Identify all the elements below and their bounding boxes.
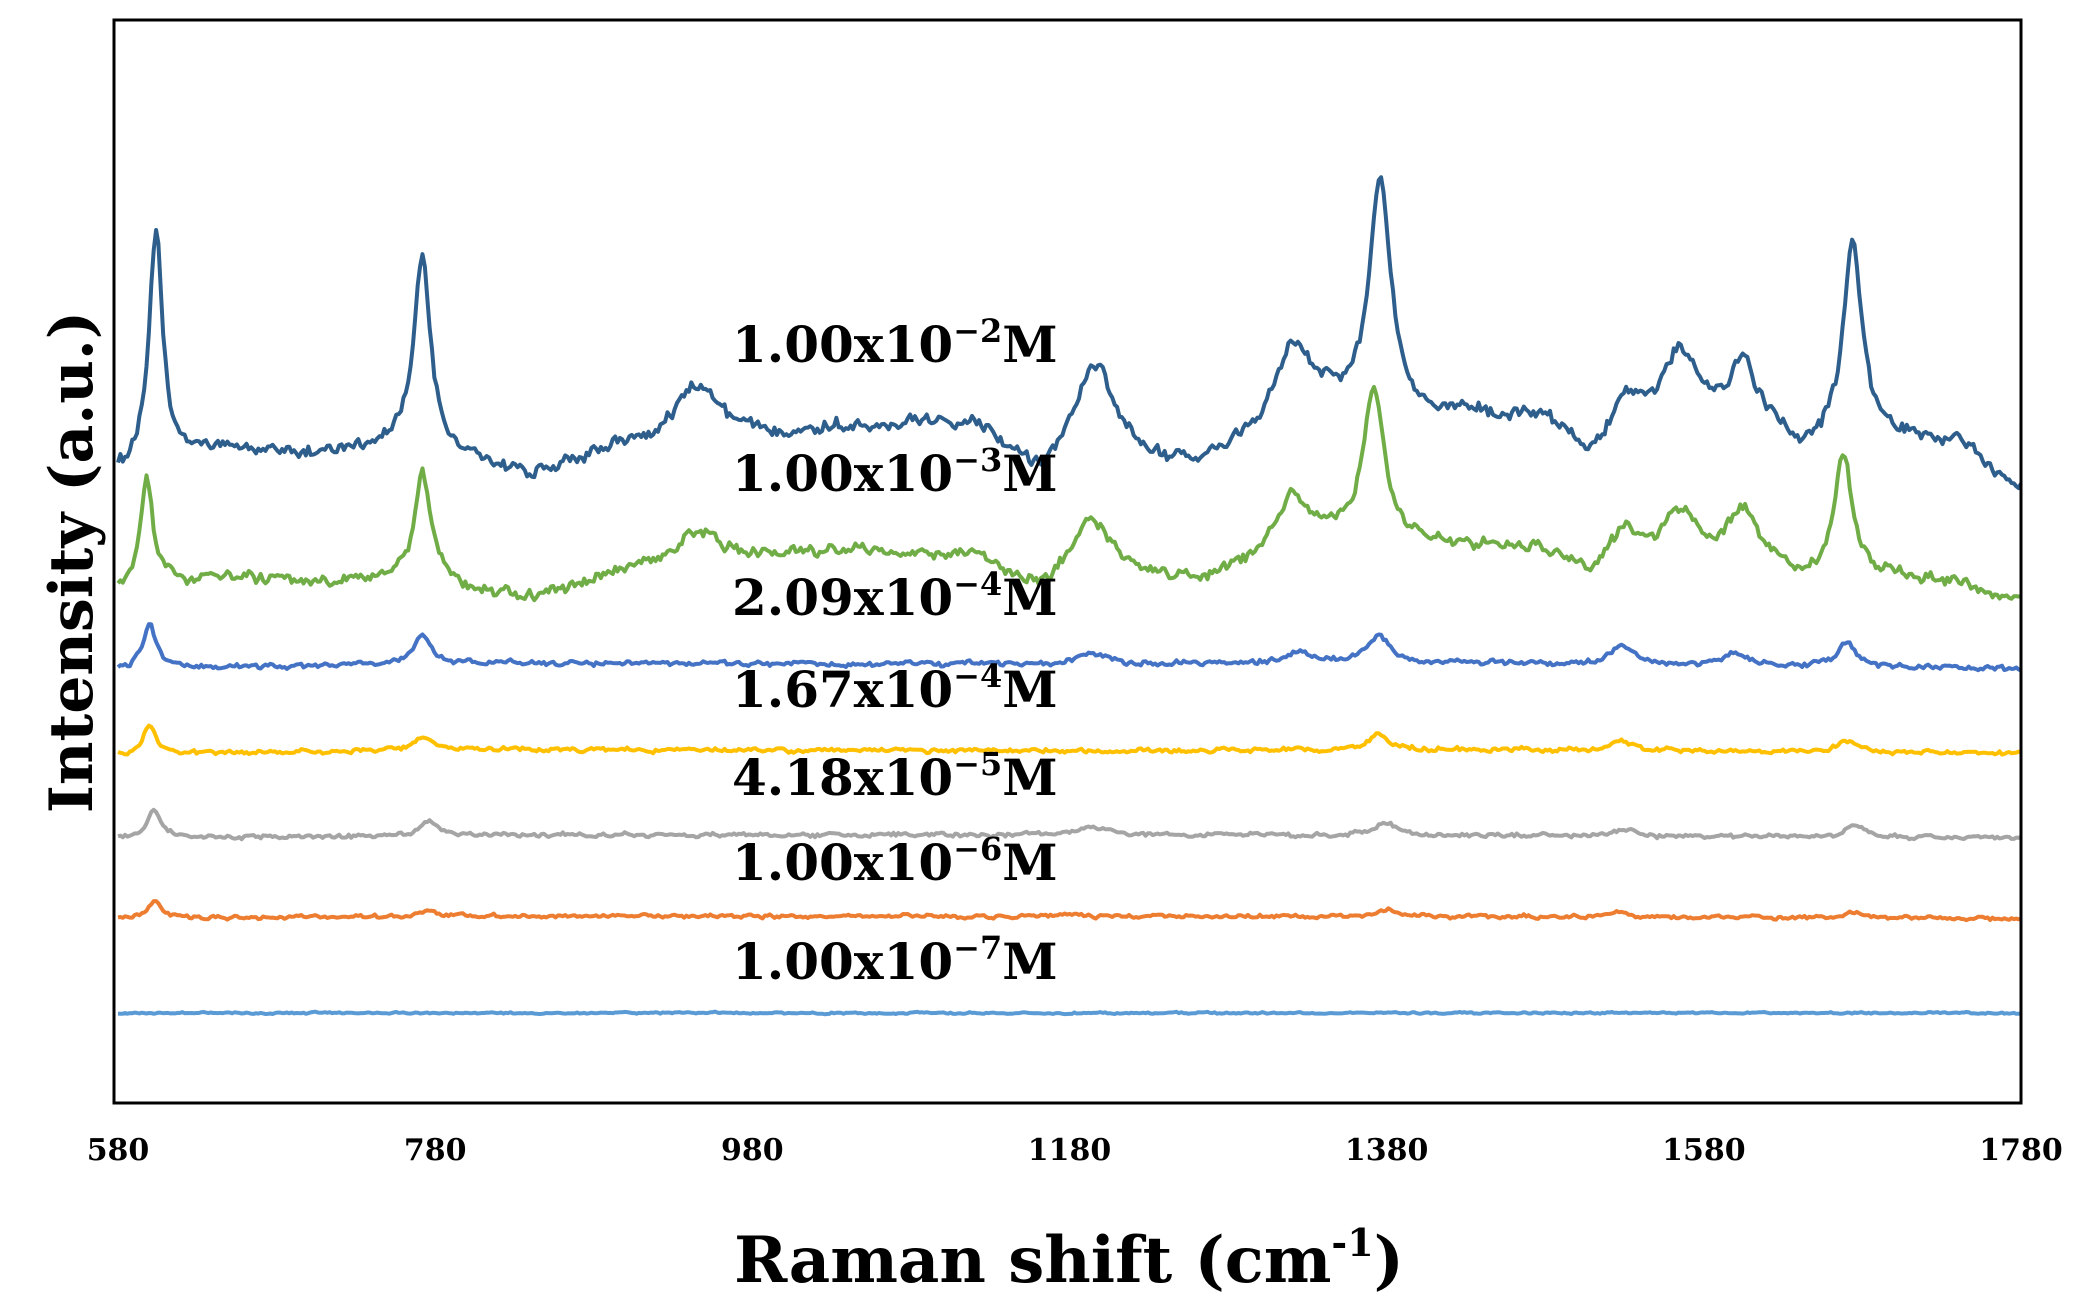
series-label: 1.67x10−4M — [732, 657, 1058, 719]
series-label-base: 2.09x10 — [732, 568, 953, 627]
series-label-unit: M — [1002, 568, 1057, 627]
x-tick-label: 1780 — [1979, 1133, 2063, 1168]
series-label-unit: M — [1002, 315, 1057, 374]
series-line — [117, 723, 2022, 757]
series-label: 1.00x10−6M — [732, 830, 1058, 892]
series-label-exponent: −4 — [953, 657, 1002, 695]
x-tick-label: 780 — [404, 1133, 467, 1168]
series-line — [117, 899, 2022, 923]
series-label-exponent: −4 — [953, 565, 1002, 603]
x-axis-title-text: Raman shift (cm — [734, 1223, 1331, 1298]
series-label-base: 1.00x10 — [732, 932, 953, 991]
series-label: 2.09x10−4M — [732, 565, 1058, 627]
series-label-base: 1.00x10 — [732, 315, 953, 374]
y-axis-title: Intensity (a.u.) — [37, 311, 107, 813]
series-label-exponent: −7 — [953, 929, 1002, 967]
series-label-group: 1.00x10−2M1.00x10−3M2.09x10−4M1.67x10−4M… — [732, 312, 1058, 991]
series-line — [116, 385, 2022, 603]
series-label-unit: M — [1002, 748, 1057, 807]
series-label-unit: M — [1002, 932, 1057, 991]
series-line — [116, 622, 2022, 673]
series-label-unit: M — [1002, 660, 1057, 719]
x-axis-title-suffix: ) — [1374, 1223, 1404, 1298]
x-tick-label: 580 — [87, 1133, 150, 1168]
x-tick-label: 980 — [721, 1133, 784, 1168]
series-label: 1.00x10−2M — [732, 312, 1058, 374]
x-tick-label: 1180 — [1028, 1133, 1112, 1168]
series-label-exponent: −2 — [953, 312, 1002, 350]
series-label: 1.00x10−7M — [732, 929, 1058, 991]
series-label: 1.00x10−3M — [732, 441, 1058, 503]
x-tick-label: 1580 — [1662, 1133, 1746, 1168]
series-line — [117, 1009, 2022, 1017]
series-line — [116, 175, 2023, 491]
series-label-base: 4.18x10 — [732, 748, 953, 807]
plot-frame — [112, 18, 2023, 1105]
x-axis-title: Raman shift (cm-1) — [734, 1220, 1404, 1298]
series-label-exponent: −6 — [953, 830, 1002, 868]
series-line — [117, 807, 2022, 842]
series-label-exponent: −3 — [953, 441, 1002, 479]
x-tick-label: 1380 — [1345, 1133, 1429, 1168]
x-tick-labels: 580 780 980 1180 1380 1580 1780 — [87, 1133, 2063, 1168]
series-label: 4.18x10−5M — [732, 745, 1058, 807]
series-label-exponent: −5 — [953, 745, 1002, 783]
series-label-base: 1.00x10 — [732, 444, 953, 503]
series-group — [116, 175, 2023, 1017]
series-label-unit: M — [1002, 444, 1057, 503]
series-label-base: 1.00x10 — [732, 833, 953, 892]
x-axis-title-superscript: -1 — [1331, 1220, 1373, 1265]
series-label-unit: M — [1002, 833, 1057, 892]
series-label-base: 1.67x10 — [732, 660, 953, 719]
